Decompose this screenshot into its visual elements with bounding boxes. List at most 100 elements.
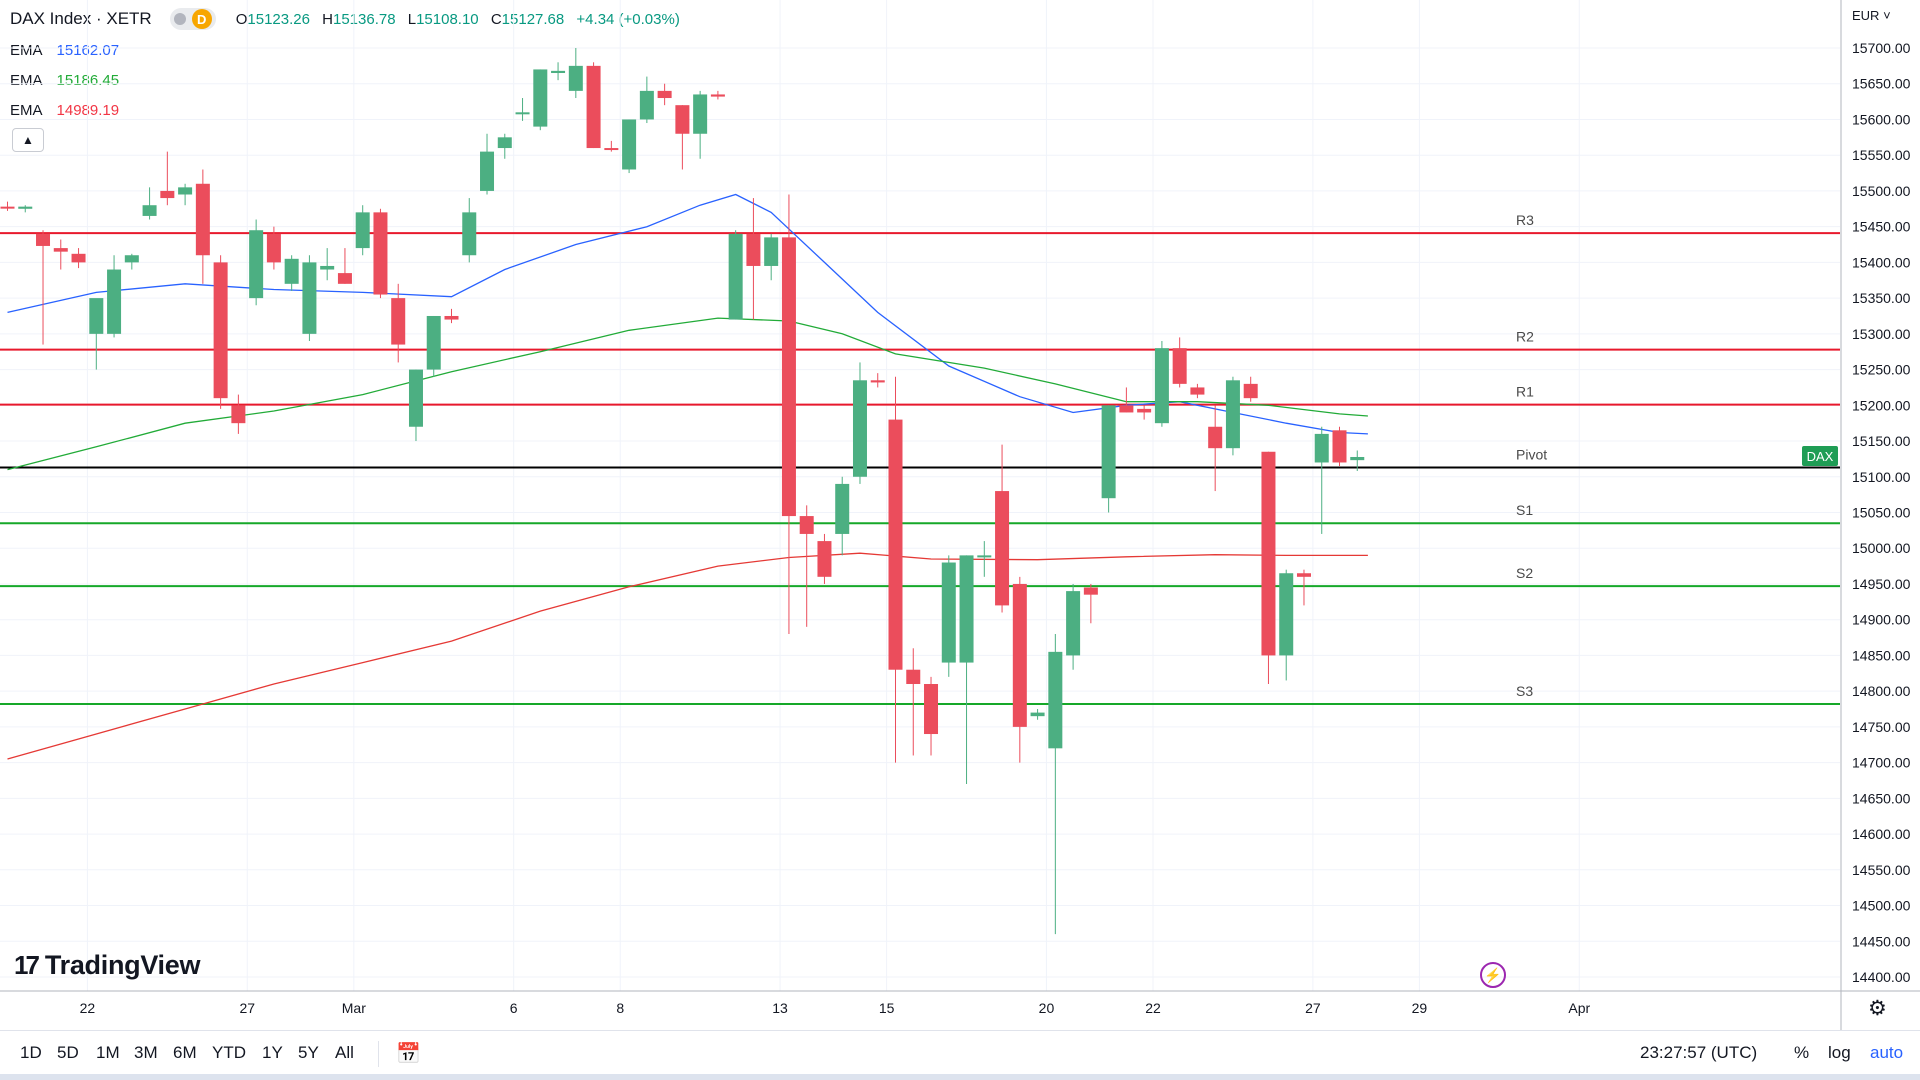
calendar-range-icon[interactable]: 📅 xyxy=(396,1043,421,1065)
timeframe-1y-button[interactable]: 1Y xyxy=(262,1043,283,1062)
y-tick-label: 15550.00 xyxy=(1852,147,1911,163)
candles xyxy=(0,48,1365,935)
candle-body xyxy=(337,273,352,284)
y-tick-label: 14800.00 xyxy=(1852,683,1911,699)
candle-body xyxy=(941,562,956,663)
level-label-pivot: Pivot xyxy=(1516,446,1547,462)
candle-body xyxy=(71,253,86,263)
candle-body xyxy=(18,206,33,209)
candle-body xyxy=(320,265,335,270)
level-label-r3: R3 xyxy=(1516,212,1534,228)
y-tick-label: 15600.00 xyxy=(1852,111,1911,127)
candle-body xyxy=(53,248,68,252)
candle-body xyxy=(746,233,761,266)
candle-body xyxy=(1154,348,1169,424)
open-value: 15123.26 xyxy=(247,10,310,28)
y-tick-label: 15300.00 xyxy=(1852,326,1911,342)
candle-body xyxy=(160,190,175,199)
y-tick-label: 15150.00 xyxy=(1852,433,1911,449)
candle-body xyxy=(604,148,619,151)
gear-icon[interactable]: ⚙ xyxy=(1868,997,1887,1020)
candle-body xyxy=(870,380,885,383)
candle-body xyxy=(249,230,264,299)
candle-body xyxy=(391,298,406,345)
time-axis[interactable]: 22 27 Mar 6 8 13 15 20 22 27 29 Apr xyxy=(0,990,1920,1016)
x-tick-label: 27 xyxy=(1305,1000,1321,1016)
y-tick-label: 15450.00 xyxy=(1852,219,1911,235)
x-tick-label: 8 xyxy=(616,1000,624,1016)
collapse-legend-button[interactable]: ▲ xyxy=(12,128,44,152)
timeframe-5d-button[interactable]: 5D xyxy=(57,1043,79,1062)
candle-body xyxy=(1083,587,1098,595)
candle-body xyxy=(426,315,441,370)
candle-body xyxy=(817,541,832,577)
market-status-badge[interactable]: D xyxy=(169,8,216,30)
y-tick-label: 14600.00 xyxy=(1852,826,1911,842)
brand-name: TradingView xyxy=(44,950,201,980)
candle-body xyxy=(888,419,903,670)
timeframe-6m-button[interactable]: 6M xyxy=(173,1043,197,1062)
x-tick-label: 29 xyxy=(1412,1000,1428,1016)
ema-label: EMA xyxy=(10,42,43,59)
y-tick-label: 15700.00 xyxy=(1852,40,1911,56)
timeframe-1d-button[interactable]: 1D xyxy=(20,1043,42,1062)
x-tick-label: Mar xyxy=(342,1000,366,1016)
x-tick-label: 22 xyxy=(1145,1000,1161,1016)
candle-body xyxy=(1332,430,1347,463)
timeframe-3m-button[interactable]: 3M xyxy=(134,1043,158,1062)
candle-body xyxy=(1208,426,1223,449)
price-axis[interactable]: 14400.00 14450.00 14500.00 14550.00 14600.00… xyxy=(1802,0,1911,1030)
utc-clock[interactable]: 23:27:57 (UTC) xyxy=(1640,1043,1758,1062)
y-tick-label: 14550.00 xyxy=(1852,862,1911,878)
y-tick-label: 14700.00 xyxy=(1852,755,1911,771)
low-value: 15108.10 xyxy=(416,10,479,28)
percent-scale-button[interactable]: % xyxy=(1794,1043,1810,1062)
chart-legend-header: DAX Index · XETR D O15123.26 H15136.78 L… xyxy=(10,8,680,30)
symbol-title[interactable]: DAX Index · XETR xyxy=(10,9,152,28)
y-tick-label: 15000.00 xyxy=(1852,540,1911,556)
timeframe-all-button[interactable]: All xyxy=(335,1043,354,1062)
currency-label: EUR xyxy=(1852,8,1880,23)
y-tick-label: 15050.00 xyxy=(1852,505,1911,521)
currency-selector[interactable]: EUR ˅ xyxy=(1852,8,1891,23)
change-value: +4.34 (+0.03%) xyxy=(576,10,680,28)
candle-body xyxy=(1101,405,1116,499)
candle-body xyxy=(924,684,939,735)
candle-body xyxy=(959,555,974,663)
candle-body xyxy=(1261,451,1276,656)
candle-body xyxy=(586,65,601,149)
candle-body xyxy=(1172,348,1187,384)
candle-body xyxy=(551,70,566,74)
timeframe-5y-button[interactable]: 5Y xyxy=(298,1043,319,1062)
candle-body xyxy=(852,380,867,477)
candle-body xyxy=(1048,651,1063,749)
candle-body xyxy=(1137,408,1152,413)
candle-body xyxy=(657,90,672,99)
log-scale-button[interactable]: log xyxy=(1828,1043,1851,1062)
chevron-down-icon: ˅ xyxy=(1879,8,1891,23)
lightning-icon[interactable]: ⚡ xyxy=(1480,962,1506,988)
candle-body xyxy=(675,105,690,134)
market-closed-dot-icon xyxy=(173,13,186,25)
candle-body xyxy=(1066,591,1081,656)
timeframe-ytd-button[interactable]: YTD xyxy=(212,1043,246,1062)
level-label-r1: R1 xyxy=(1516,384,1534,400)
y-tick-label: 15250.00 xyxy=(1852,362,1911,378)
x-tick-label: 13 xyxy=(772,1000,788,1016)
x-tick-label: 15 xyxy=(879,1000,895,1016)
data-badge: D xyxy=(191,9,212,29)
high-label: H xyxy=(322,10,333,28)
timeframe-1m-button[interactable]: 1M xyxy=(96,1043,120,1062)
candle-body xyxy=(284,258,299,284)
x-tick-label: Apr xyxy=(1568,1000,1590,1016)
high-value: 15136.78 xyxy=(332,10,396,28)
candle-body xyxy=(408,369,423,427)
price-chart[interactable]: R3 R2 R1 Pivot S1 S2 S3 14400.00 14450.00 14500.… xyxy=(0,0,1920,1030)
x-tick-label: 27 xyxy=(239,1000,255,1016)
auto-scale-button[interactable]: auto xyxy=(1870,1043,1904,1062)
candle-body xyxy=(1119,405,1134,413)
candle-body xyxy=(1012,583,1027,727)
candle-body xyxy=(693,94,708,134)
tradingview-mark-icon: 17 xyxy=(14,950,40,980)
y-tick-label: 15100.00 xyxy=(1852,469,1911,485)
